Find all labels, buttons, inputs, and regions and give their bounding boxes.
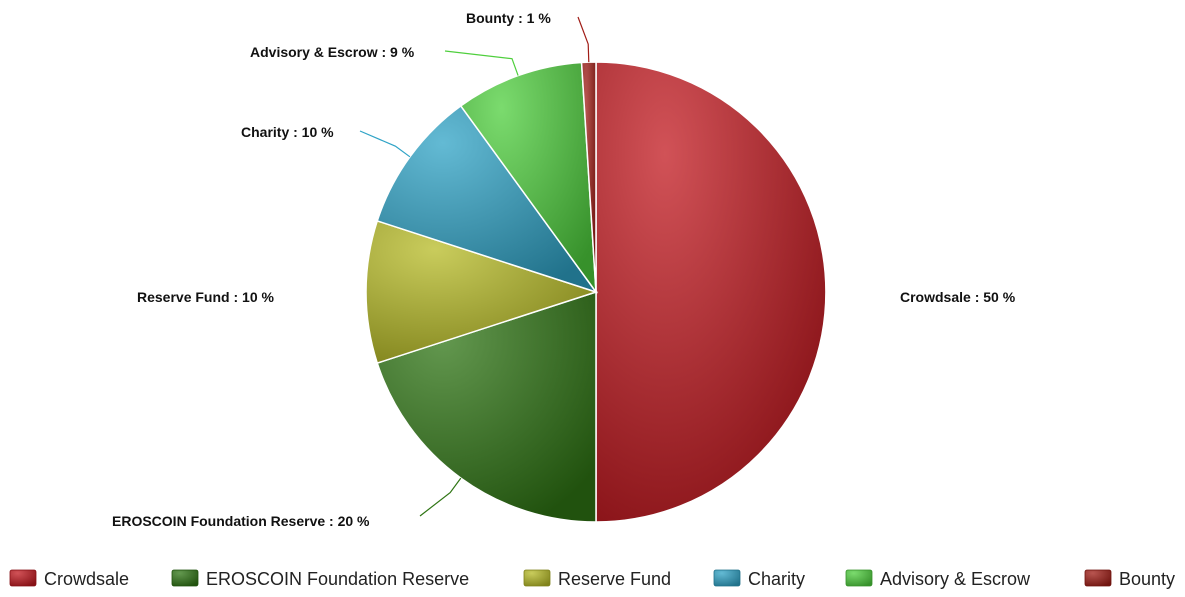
legend-label: Crowdsale — [44, 569, 129, 589]
legend-item-charity[interactable]: Charity — [713, 569, 805, 589]
pie-slice-advisory-escrow[interactable] — [459, 61, 597, 295]
legend-item-eroscoin-foundation-reserve[interactable]: EROSCOIN Foundation Reserve — [171, 569, 469, 589]
legend-swatch — [171, 569, 199, 587]
legend: Crowdsale EROSCOIN Foundation Reserve Rese… — [9, 569, 1175, 589]
connector-eroscoin-foundation-reserve — [419, 477, 462, 517]
legend-item-reserve-fund[interactable]: Reserve Fund — [523, 569, 671, 589]
legend-label: Reserve Fund — [558, 569, 671, 589]
legend-item-bounty[interactable]: Bounty — [1084, 569, 1175, 589]
legend-swatch — [713, 569, 741, 587]
slice-label-eroscoin-foundation-reserve: EROSCOIN Foundation Reserve : 20 % — [112, 513, 370, 529]
slice-label-crowdsale: Crowdsale : 50 % — [900, 289, 1016, 305]
legend-swatch — [1084, 569, 1112, 587]
legend-label: Advisory & Escrow — [880, 569, 1031, 589]
connector-charity — [359, 130, 411, 158]
pie-slice-eroscoin-foundation-reserve[interactable] — [376, 290, 597, 523]
pie-slice-crowdsale[interactable] — [595, 61, 827, 523]
legend-item-advisory-escrow[interactable]: Advisory & Escrow — [845, 569, 1031, 589]
pie-slice-reserve-fund[interactable] — [365, 219, 599, 365]
legend-label: Charity — [748, 569, 805, 589]
slice-label-advisory-escrow: Advisory & Escrow : 9 % — [250, 44, 415, 60]
pie-slices — [365, 61, 827, 523]
legend-item-crowdsale[interactable]: Crowdsale — [9, 569, 129, 589]
legend-swatch — [9, 569, 37, 587]
slice-label-bounty: Bounty : 1 % — [466, 10, 551, 26]
pie-slice-charity[interactable] — [376, 104, 598, 294]
connector-advisory-escrow — [444, 50, 519, 76]
label-connectors — [359, 16, 590, 517]
slice-label-reserve-fund: Reserve Fund : 10 % — [137, 289, 274, 305]
legend-label: Bounty — [1119, 569, 1175, 589]
slice-label-charity: Charity : 10 % — [241, 124, 334, 140]
connector-bounty — [577, 16, 590, 63]
legend-swatch — [845, 569, 873, 587]
pie-slice-bounty[interactable] — [580, 61, 597, 293]
legend-swatch — [523, 569, 551, 587]
slice-labels: Crowdsale : 50 % EROSCOIN Foundation Rese… — [112, 10, 1016, 529]
legend-label: EROSCOIN Foundation Reserve — [206, 569, 469, 589]
